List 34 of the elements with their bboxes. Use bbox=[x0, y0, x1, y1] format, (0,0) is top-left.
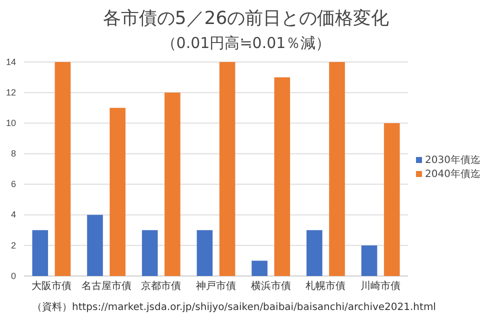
bar bbox=[32, 230, 48, 276]
y-tick-label: 2 bbox=[10, 240, 16, 250]
y-tick-label: 0 bbox=[10, 270, 16, 281]
y-tick-label: 14 bbox=[6, 56, 16, 67]
y-tick-label: 4 bbox=[10, 210, 16, 220]
bar bbox=[384, 123, 400, 276]
bar bbox=[274, 77, 290, 276]
bar bbox=[329, 62, 345, 276]
bar bbox=[54, 62, 71, 276]
y-tick-label: 6 bbox=[10, 179, 16, 190]
text: （資料）https://market.jsda.or.jp/shijyo/saiken/baibai/baisanchi/archive2021.html bbox=[32, 301, 436, 313]
legend-label: 2030年債迄 bbox=[425, 154, 480, 166]
x-tick-label: 川崎市債 bbox=[360, 280, 401, 292]
bar bbox=[164, 92, 180, 276]
bar bbox=[196, 230, 213, 276]
y-tick-label: 10 bbox=[6, 118, 16, 128]
legend-label: 2040年債迄 bbox=[425, 168, 480, 180]
bar bbox=[361, 245, 378, 276]
x-tick-label: 札幌市債 bbox=[306, 280, 346, 292]
bar bbox=[219, 62, 236, 276]
bar bbox=[87, 214, 103, 276]
bar bbox=[110, 108, 126, 276]
bar bbox=[142, 230, 158, 276]
bar bbox=[252, 260, 268, 276]
x-tick-label: 京都市債 bbox=[141, 280, 182, 292]
y-tick-label: 8 bbox=[10, 148, 16, 159]
x-tick-label: 横浜市債 bbox=[250, 280, 291, 292]
chart-title: 各市債の5／26の前日との価格変化 bbox=[102, 8, 390, 29]
y-tick-label: 12 bbox=[6, 87, 16, 98]
x-tick-label: 神戸市債 bbox=[196, 280, 236, 292]
x-tick-label: 大阪市債 bbox=[31, 280, 72, 292]
x-tick-label: 名古屋市債 bbox=[81, 280, 132, 292]
chart-subtitle: （0.01円高≒0.01％減） bbox=[161, 34, 331, 52]
bar bbox=[306, 230, 322, 276]
